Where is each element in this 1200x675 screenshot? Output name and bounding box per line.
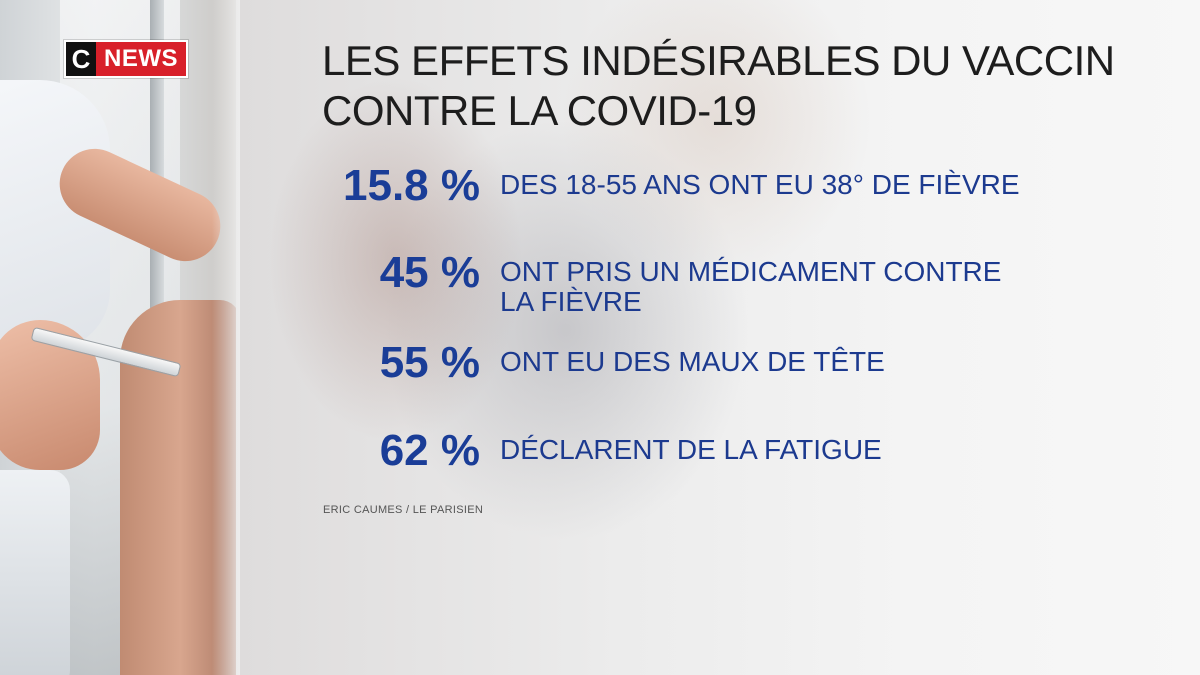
stat-percent: 55 % [379, 338, 480, 387]
stat-percent: 45 % [379, 248, 480, 297]
stat-text: ONT PRIS UN MÉDICAMENT CONTRE LA FIÈVRE [500, 256, 1002, 317]
stat-text: DÉCLARENT DE LA FATIGUE [500, 434, 882, 465]
title-line-2: CONTRE LA COVID-19 [322, 87, 757, 134]
stat-row-headache: 55 % ONT EU DES MAUX DE TÊTE [300, 340, 1160, 386]
stat-text: DES 18-55 ANS ONT EU 38° DE FIÈVRE [500, 169, 1020, 200]
photo-nurse-coat [0, 470, 70, 675]
stat-row-fatigue: 62 % DÉCLARENT DE LA FATIGUE [300, 428, 1160, 474]
stat-row-medication: 45 % ONT PRIS UN MÉDICAMENT CONTRE LA FI… [300, 250, 1160, 317]
stat-row-fever: 15.8 % DES 18-55 ANS ONT EU 38° DE FIÈVR… [300, 163, 1160, 209]
panel-divider [212, 0, 240, 675]
title-line-1: LES EFFETS INDÉSIRABLES DU VACCIN [322, 37, 1115, 84]
source-credit: ERIC CAUMES / LE PARISIEN [323, 504, 484, 516]
logo-news: NEWS [96, 42, 186, 76]
stat-text: ONT EU DES MAUX DE TÊTE [500, 346, 885, 377]
vaccination-photo [0, 0, 236, 675]
logo-c: C [66, 42, 96, 76]
blurred-backdrop [236, 0, 1200, 675]
stat-percent: 62 % [379, 426, 480, 475]
page-title: LES EFFETS INDÉSIRABLES DU VACCIN CONTRE… [322, 36, 1162, 136]
stat-percent: 15.8 % [343, 161, 480, 210]
cnews-logo: C NEWS [64, 40, 188, 78]
